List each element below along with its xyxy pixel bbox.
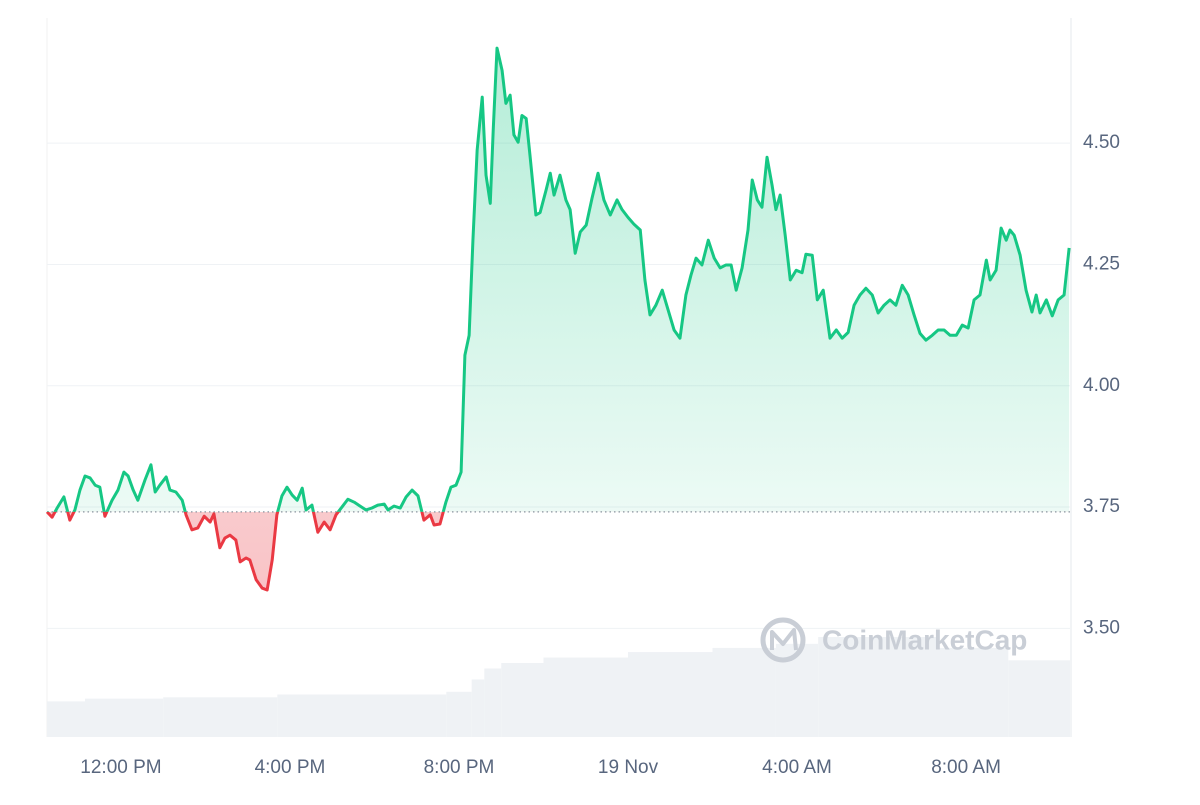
volume-bar <box>277 694 447 737</box>
y-tick-label: 4.50 <box>1083 132 1120 153</box>
area-up <box>47 48 1070 512</box>
volume-bar <box>818 636 937 737</box>
watermark: CoinMarketCap <box>760 617 1027 663</box>
volume-bar <box>712 647 776 737</box>
volume-bar <box>484 668 502 737</box>
volume-bar <box>501 663 544 737</box>
watermark-logo-m <box>770 628 798 651</box>
volume-bar <box>936 647 1009 737</box>
volume-bar <box>1008 660 1070 737</box>
volume-bar <box>471 679 485 737</box>
x-tick-label: 8:00 AM <box>931 757 1001 778</box>
watermark-text: CoinMarketCap <box>822 624 1027 655</box>
y-tick-label: 4.00 <box>1083 375 1120 396</box>
volume-bar <box>47 701 86 737</box>
volume-bar <box>446 691 472 737</box>
y-tick-label: 4.25 <box>1083 253 1120 274</box>
volume-bar <box>163 697 278 737</box>
x-tick-label: 19 Nov <box>598 757 659 778</box>
volume-bar <box>543 657 629 737</box>
price-line-down <box>45 511 445 592</box>
price-line-up <box>47 46 1071 512</box>
y-tick-label: 3.75 <box>1083 496 1120 517</box>
x-tick-label: 8:00 PM <box>424 757 495 778</box>
area-down <box>47 511 444 590</box>
x-tick-label: 12:00 PM <box>80 757 161 778</box>
volume-bar <box>628 652 713 737</box>
x-tick-label: 4:00 AM <box>762 757 832 778</box>
volume-bar <box>85 698 164 737</box>
y-tick-label: 3.50 <box>1083 617 1120 638</box>
x-tick-label: 4:00 PM <box>255 757 326 778</box>
watermark-logo <box>760 617 806 663</box>
